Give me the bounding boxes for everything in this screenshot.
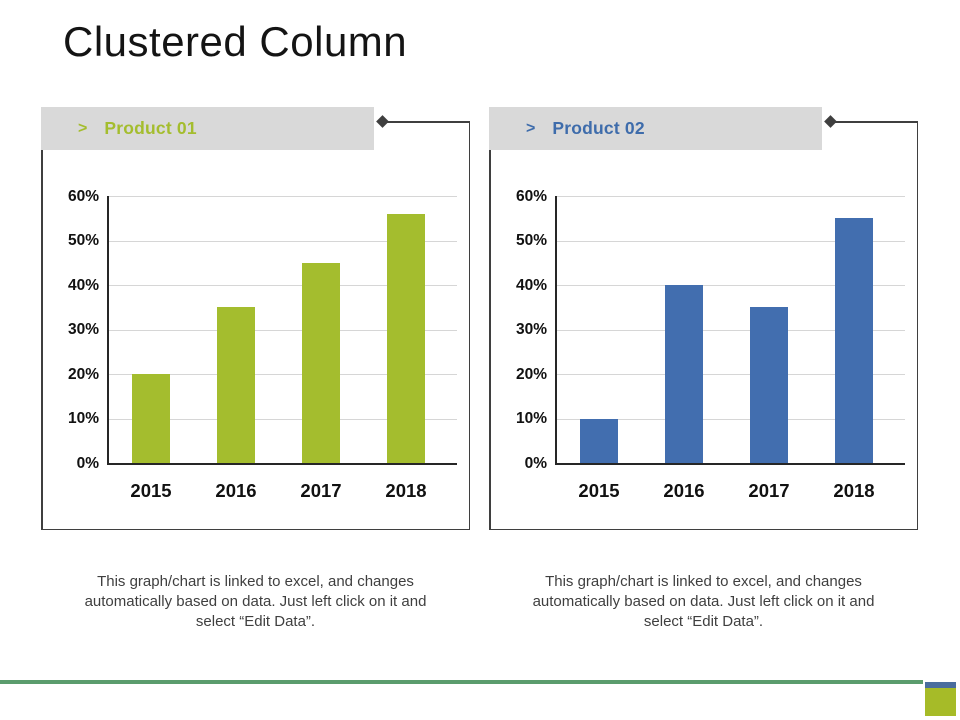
bar-2016[interactable]: [665, 285, 703, 463]
bar-2017[interactable]: [302, 262, 340, 463]
product-01-title: Product 01: [104, 118, 197, 138]
connector-line: [830, 121, 918, 123]
chart-frame-bottom: [41, 528, 470, 530]
gridline: [557, 285, 905, 286]
gridline: [109, 329, 457, 331]
chart-frame-right: [468, 121, 470, 530]
chevron-right-icon: >: [526, 119, 536, 137]
bar-2015[interactable]: [580, 418, 618, 463]
y-tick-label: 20%: [515, 365, 547, 383]
chevron-right-icon: >: [78, 119, 88, 137]
y-tick-label: 40%: [67, 276, 99, 294]
product-01-chart[interactable]: 60% 50% 40% 30% 20% 10% 0% 2015 2016 2017 2018: [68, 188, 457, 501]
caption-line: select “Edit Data”.: [643, 613, 764, 630]
gridline: [557, 240, 905, 242]
y-tick-label: 60%: [67, 187, 99, 205]
chart-frame-left: [41, 150, 43, 530]
footer-square-blue: [925, 682, 956, 688]
product-02-panel: > Product 02 60% 50% 40% 30% 20% 10% 0% 2015 201…: [489, 107, 918, 530]
gridline: [109, 285, 457, 286]
bar-2017[interactable]: [750, 307, 788, 463]
gridline: [557, 196, 905, 197]
y-tick-label: 30%: [515, 321, 547, 338]
product-02-chart[interactable]: 60% 50% 40% 30% 20% 10% 0% 2015 2016 2017 2018: [516, 188, 905, 501]
connector-line: [382, 121, 470, 123]
gridline: [109, 374, 457, 375]
product-01-panel: > Product 01 60% 50% 40% 30% 20% 10% 0% 2015 201…: [41, 107, 470, 530]
bar-2018[interactable]: [835, 218, 873, 463]
x-category-label: 2017: [748, 480, 790, 501]
gridline: [109, 196, 457, 197]
x-category-label: 2018: [385, 480, 427, 501]
product-02-caption: This graph/chart is linked to excel, and…: [489, 572, 918, 632]
product-01-caption: This graph/chart is linked to excel, and…: [41, 572, 470, 632]
y-tick-label: 0%: [524, 454, 547, 472]
product-02-header: > Product 02: [489, 107, 822, 150]
y-tick-label: 10%: [67, 410, 99, 427]
y-tick-label: 50%: [67, 232, 99, 249]
bar-2018[interactable]: [387, 213, 425, 463]
y-tick-label: 10%: [515, 410, 547, 427]
caption-line: select “Edit Data”.: [195, 613, 316, 630]
bar-2016[interactable]: [217, 307, 255, 463]
x-category-label: 2017: [300, 480, 342, 501]
product-01-header: > Product 01: [41, 107, 374, 150]
gridline: [557, 418, 905, 420]
caption-line: This graph/chart is linked to excel, and…: [545, 573, 862, 590]
y-tick-label: 40%: [515, 276, 547, 294]
x-category-label: 2016: [215, 480, 257, 501]
x-category-label: 2015: [578, 480, 620, 501]
footer-square-green: [925, 688, 956, 716]
caption-line: automatically based on data. Just left c…: [532, 593, 875, 610]
footer-line: [0, 680, 923, 684]
y-tick-label: 0%: [76, 454, 99, 472]
gridline: [557, 374, 905, 375]
y-tick-label: 30%: [67, 321, 99, 338]
y-tick-label: 60%: [515, 187, 547, 205]
x-category-label: 2015: [130, 480, 172, 501]
gridline: [109, 240, 457, 242]
bar-2015[interactable]: [132, 374, 170, 463]
gridline: [109, 418, 457, 420]
x-category-label: 2016: [663, 480, 705, 501]
chart-frame-bottom: [489, 528, 918, 530]
gridline: [557, 329, 905, 331]
y-tick-label: 20%: [67, 365, 99, 383]
caption-line: This graph/chart is linked to excel, and…: [97, 573, 414, 590]
x-category-label: 2018: [833, 480, 875, 501]
chart-frame-right: [916, 121, 918, 530]
product-02-title: Product 02: [552, 118, 645, 138]
chart-frame-left: [489, 150, 491, 530]
y-tick-label: 50%: [515, 232, 547, 249]
caption-line: automatically based on data. Just left c…: [84, 593, 427, 610]
slide-title: Clustered Column: [63, 18, 408, 65]
